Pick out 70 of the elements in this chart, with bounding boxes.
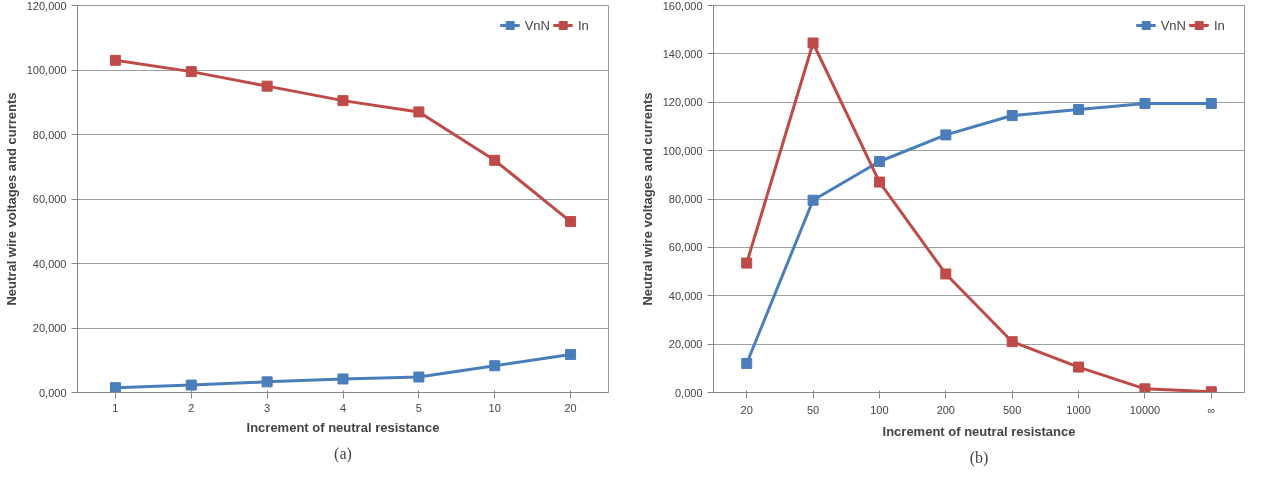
point [337,373,349,385]
point [1006,110,1018,122]
y-tick-label: 140,000 [662,47,703,60]
legend-label: In [578,17,590,33]
x-tick-label: 200 [936,403,955,416]
x-tick-label: 5 [415,401,422,414]
point [489,154,501,166]
x-tick-label: 500 [1003,403,1022,416]
point [873,156,885,168]
point [873,176,885,188]
y-tick-label: 80,000 [668,193,703,205]
y-tick-label: 60,000 [32,193,67,205]
point [1139,383,1151,393]
point [807,194,819,206]
point [261,80,273,92]
legend-label: In [1214,17,1226,33]
point [807,37,819,49]
y-tick-label: 100,000 [662,144,703,157]
x-tick-label: 1000 [1066,403,1091,416]
y-tick-label: 120,000 [662,96,703,109]
x-tick-label: 2 [188,401,195,414]
y-tick-label: 100,000 [26,64,67,76]
point [109,54,121,66]
y-tick-label: 60,000 [668,241,703,254]
point [565,216,577,228]
legend-label: VnN [524,17,550,33]
point [1073,361,1085,373]
y-tick-label: 80,000 [32,128,67,141]
y-tick-label: 20,000 [32,322,67,334]
point [741,357,753,369]
point [1073,104,1085,116]
y-tick-label: 160,000 [662,0,703,12]
point [1205,97,1217,109]
legend-label: VnN [1160,17,1186,33]
y-tick-label: 120,000 [26,0,67,12]
x-tick-label: 100 [870,403,889,416]
x-tick-label: ∞ [1207,403,1216,416]
y-tick-label: 0,000 [38,386,67,399]
point [337,95,349,107]
y-tick-label: 40,000 [668,289,703,302]
y-axis-title: Neutral wire voltages and currents [639,92,655,306]
text: (a) [334,444,352,463]
point [940,268,952,280]
x-axis-title: Increment of neutral resistance [246,419,440,435]
point [261,376,273,388]
point [1139,97,1151,109]
x-tick-label: 4 [339,401,347,414]
x-axis-title: Increment of neutral resistance [882,423,1076,439]
point [489,360,501,372]
x-tick-label: 10 [488,401,501,414]
point [109,382,121,393]
point [185,66,197,78]
point [413,106,425,118]
point [741,257,753,269]
y-tick-label: 0,000 [674,386,703,399]
x-tick-label: 1 [112,401,119,414]
point [185,379,197,391]
text: (b) [969,448,989,467]
x-tick-label: 20 [564,401,577,414]
x-tick-label: 10000 [1129,403,1161,416]
y-axis-title: Neutral wire voltages and currents [3,92,19,306]
point [413,371,425,383]
y-tick-label: 40,000 [32,257,67,270]
x-tick-label: 50 [806,403,820,416]
point [1006,336,1018,348]
x-tick-label: 20 [740,403,753,416]
y-tick-label: 20,000 [668,338,703,351]
point [565,348,577,360]
point [940,129,952,141]
x-tick-label: 3 [264,401,271,414]
